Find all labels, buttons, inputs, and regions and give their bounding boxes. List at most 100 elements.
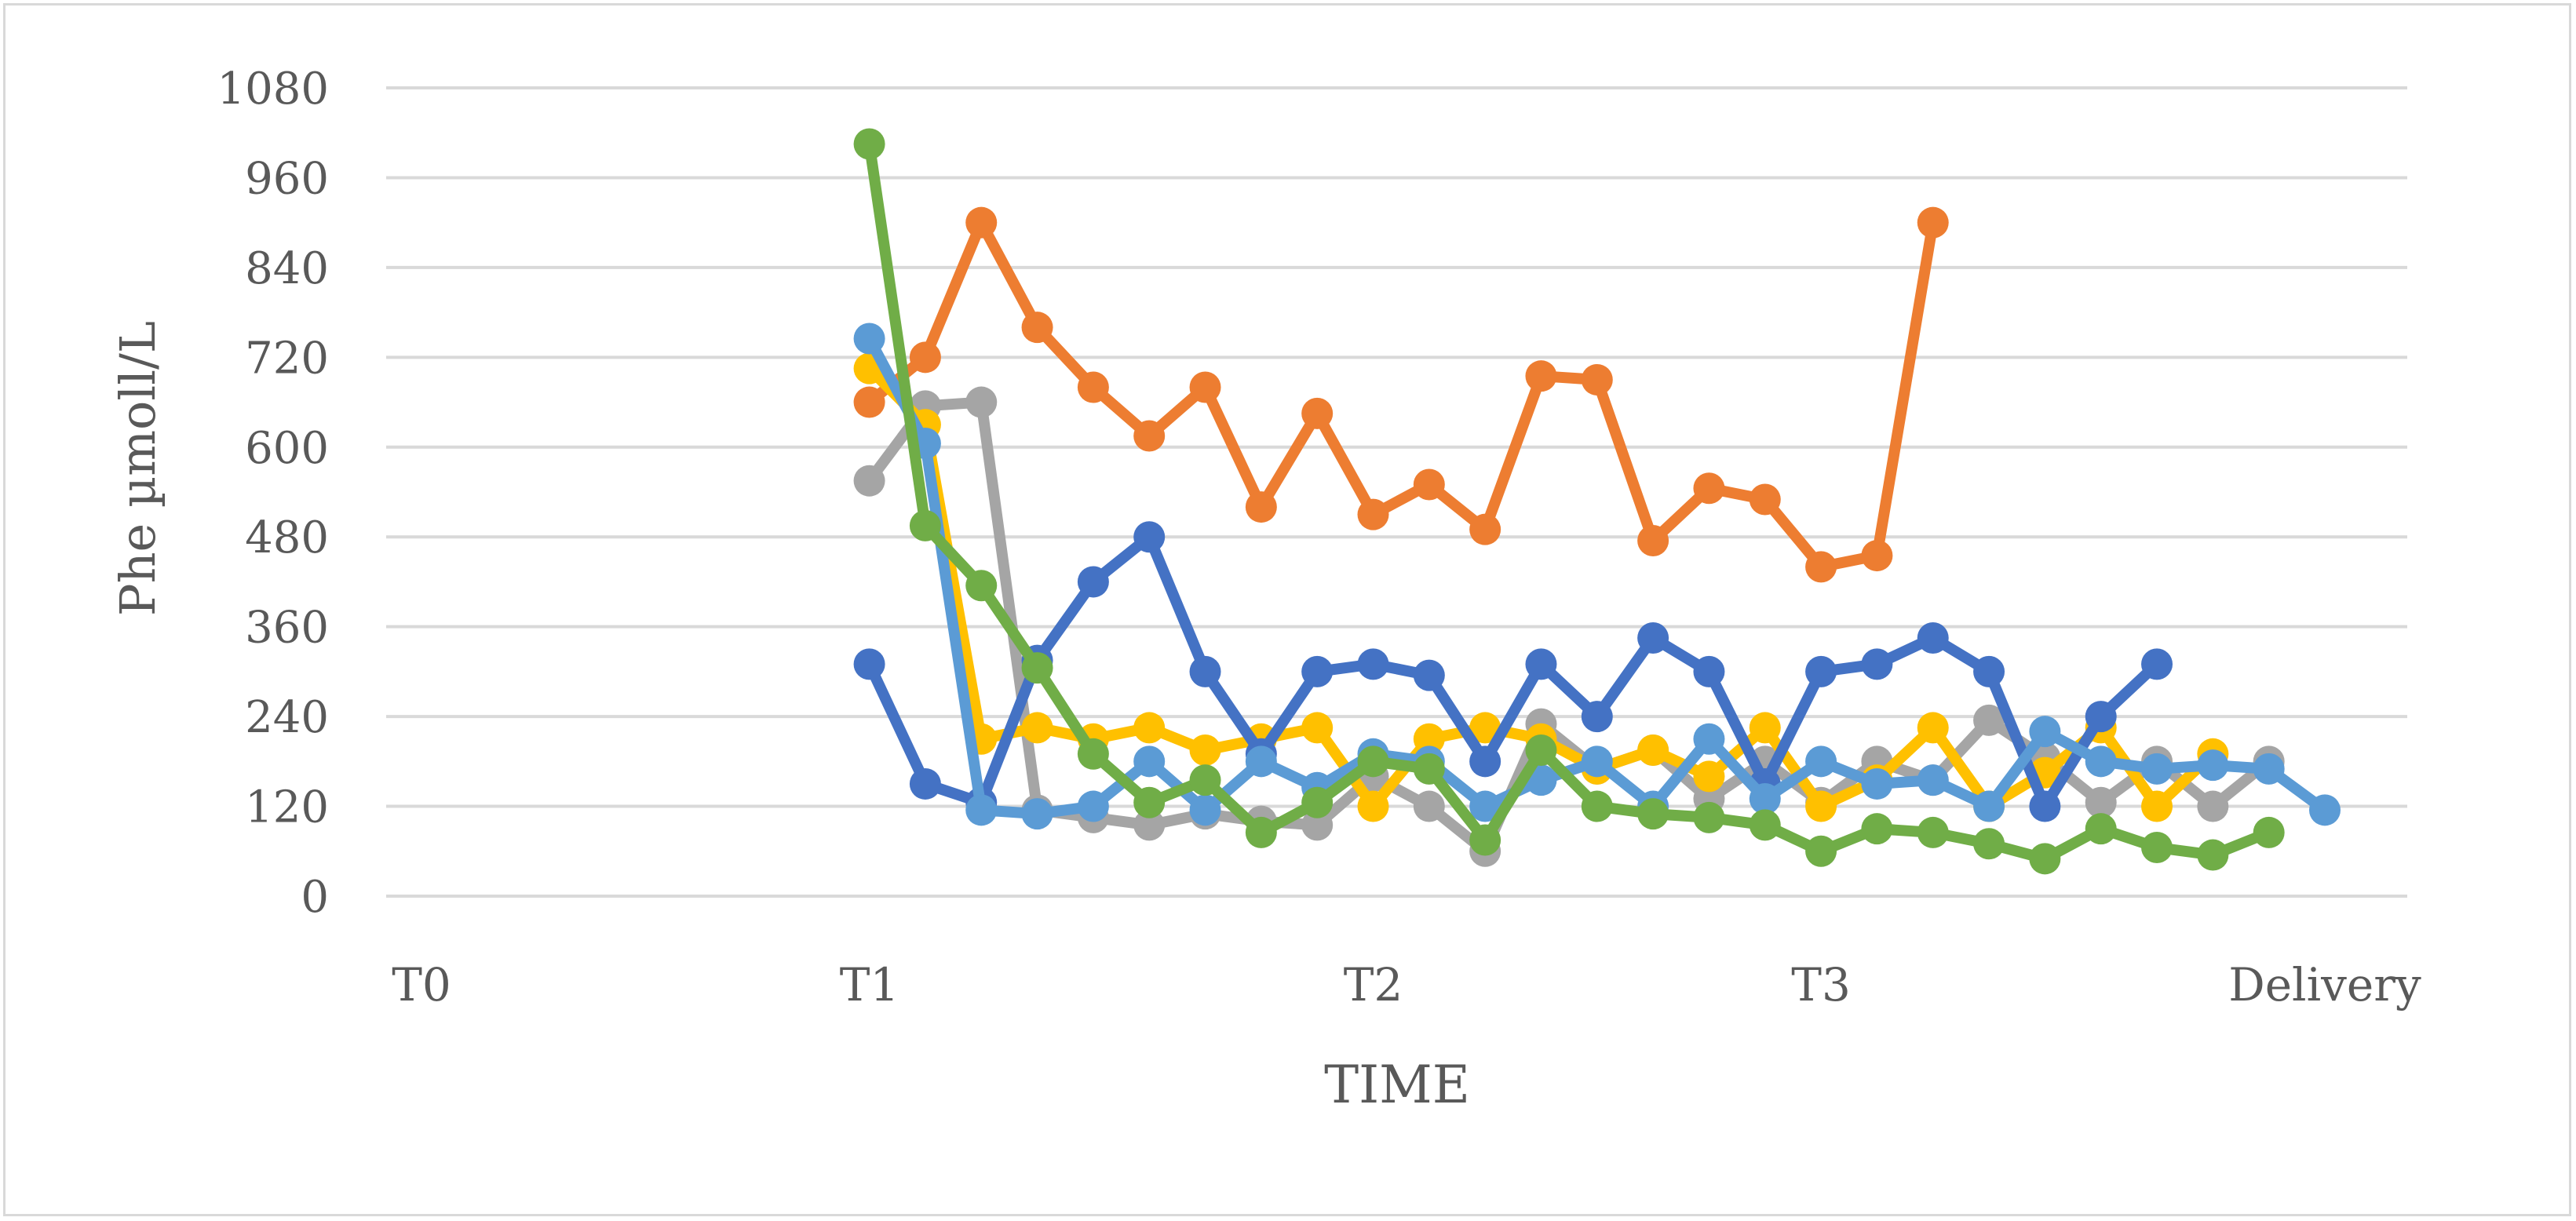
data-point	[1301, 712, 1334, 744]
data-point	[1861, 648, 1893, 680]
data-point	[1749, 783, 1781, 815]
data-point	[2197, 790, 2229, 822]
data-point	[1077, 738, 1109, 770]
data-point	[1189, 734, 1221, 767]
data-point	[1525, 734, 1557, 767]
y-tick-label: 960	[245, 153, 329, 204]
data-point	[853, 128, 885, 160]
data-point	[1805, 655, 1837, 687]
y-axis-label: Phe µmoll/L	[109, 321, 166, 616]
data-point	[2085, 745, 2117, 778]
y-tick-label: 600	[245, 423, 329, 474]
data-point	[1133, 521, 1166, 553]
data-point	[1637, 524, 1669, 556]
data-point	[1077, 566, 1109, 598]
data-point	[2253, 816, 2285, 848]
data-point	[909, 341, 941, 374]
data-point	[1413, 790, 1445, 822]
series-line	[863, 217, 1939, 573]
data-point	[2141, 832, 2173, 864]
y-tick-label: 360	[245, 603, 329, 654]
data-point	[1861, 767, 1893, 800]
data-point	[1581, 363, 1613, 395]
data-point	[1749, 809, 1781, 841]
data-point	[2085, 701, 2117, 733]
y-tick-label: 720	[245, 333, 329, 384]
data-point	[853, 386, 885, 418]
data-point	[1525, 360, 1557, 392]
line-chart: 0 120 240 360 480 600 720 840 960 1080 T0 T1 T2 T3 De…	[109, 64, 2421, 1115]
data-point	[1581, 701, 1613, 733]
data-point	[2029, 716, 2061, 748]
series-layer	[853, 128, 2341, 875]
data-point	[2085, 786, 2117, 818]
data-point	[1301, 809, 1334, 841]
x-tick-label: T1	[840, 958, 899, 1011]
data-point	[965, 386, 998, 418]
data-point	[1973, 828, 2005, 860]
data-point	[1525, 648, 1557, 680]
data-point	[1637, 621, 1669, 654]
x-tick-label: T3	[1791, 958, 1851, 1011]
data-point	[1301, 786, 1334, 818]
y-tick-label: 120	[245, 782, 329, 833]
series-1	[853, 206, 1949, 583]
data-point	[1021, 312, 1053, 344]
data-point	[1077, 371, 1109, 403]
data-point	[1469, 712, 1501, 744]
chart-frame: 0 120 240 360 480 600 720 840 960 1080 T0 T1 T2 T3 De…	[3, 3, 2571, 1216]
data-point	[1189, 655, 1221, 687]
x-tick-label: T2	[1344, 958, 1403, 1011]
data-point	[1917, 621, 1949, 654]
series-5	[853, 323, 2341, 830]
data-point	[1245, 745, 1277, 778]
series-6	[853, 128, 2285, 875]
data-point	[853, 323, 885, 355]
data-point	[2085, 813, 2117, 845]
data-point	[1133, 712, 1166, 744]
data-point	[1805, 551, 1837, 583]
data-point	[1581, 790, 1613, 822]
data-point	[1357, 498, 1389, 530]
data-point	[1861, 540, 1893, 572]
data-point	[1357, 648, 1389, 680]
data-point	[1245, 816, 1277, 848]
data-point	[2253, 753, 2285, 785]
x-tick-label: T0	[392, 958, 451, 1011]
data-point	[1917, 206, 1949, 239]
data-point	[1861, 813, 1893, 845]
data-point	[853, 465, 885, 497]
x-axis-tick-labels: T0 T1 T2 T3 Delivery	[392, 958, 2421, 1011]
data-point	[1469, 513, 1501, 545]
data-point	[1917, 816, 1949, 848]
data-point	[1357, 745, 1389, 778]
data-point	[1133, 809, 1166, 841]
data-point	[1301, 397, 1334, 429]
data-point	[1021, 652, 1053, 684]
data-point	[1469, 824, 1501, 856]
data-point	[1413, 753, 1445, 785]
data-point	[2197, 749, 2229, 782]
y-tick-label: 840	[245, 243, 329, 294]
data-point	[965, 570, 998, 602]
data-point	[1021, 712, 1053, 744]
data-point	[2141, 753, 2173, 785]
data-point	[965, 794, 998, 826]
data-point	[1133, 786, 1166, 818]
data-point	[1749, 483, 1781, 516]
data-point	[1189, 794, 1221, 826]
data-point	[1021, 798, 1053, 830]
data-point	[1469, 790, 1501, 822]
data-point	[1077, 790, 1109, 822]
y-axis-tick-labels: 0 120 240 360 480 600 720 840 960 1080	[217, 64, 329, 923]
data-point	[1805, 745, 1837, 778]
y-tick-label: 0	[301, 872, 329, 923]
data-point	[1693, 472, 1725, 505]
data-point	[853, 648, 885, 680]
data-point	[965, 206, 998, 239]
data-point	[2141, 648, 2173, 680]
data-point	[1805, 790, 1837, 822]
data-point	[1693, 723, 1725, 755]
data-point	[1917, 764, 1949, 796]
data-point	[1133, 420, 1166, 452]
